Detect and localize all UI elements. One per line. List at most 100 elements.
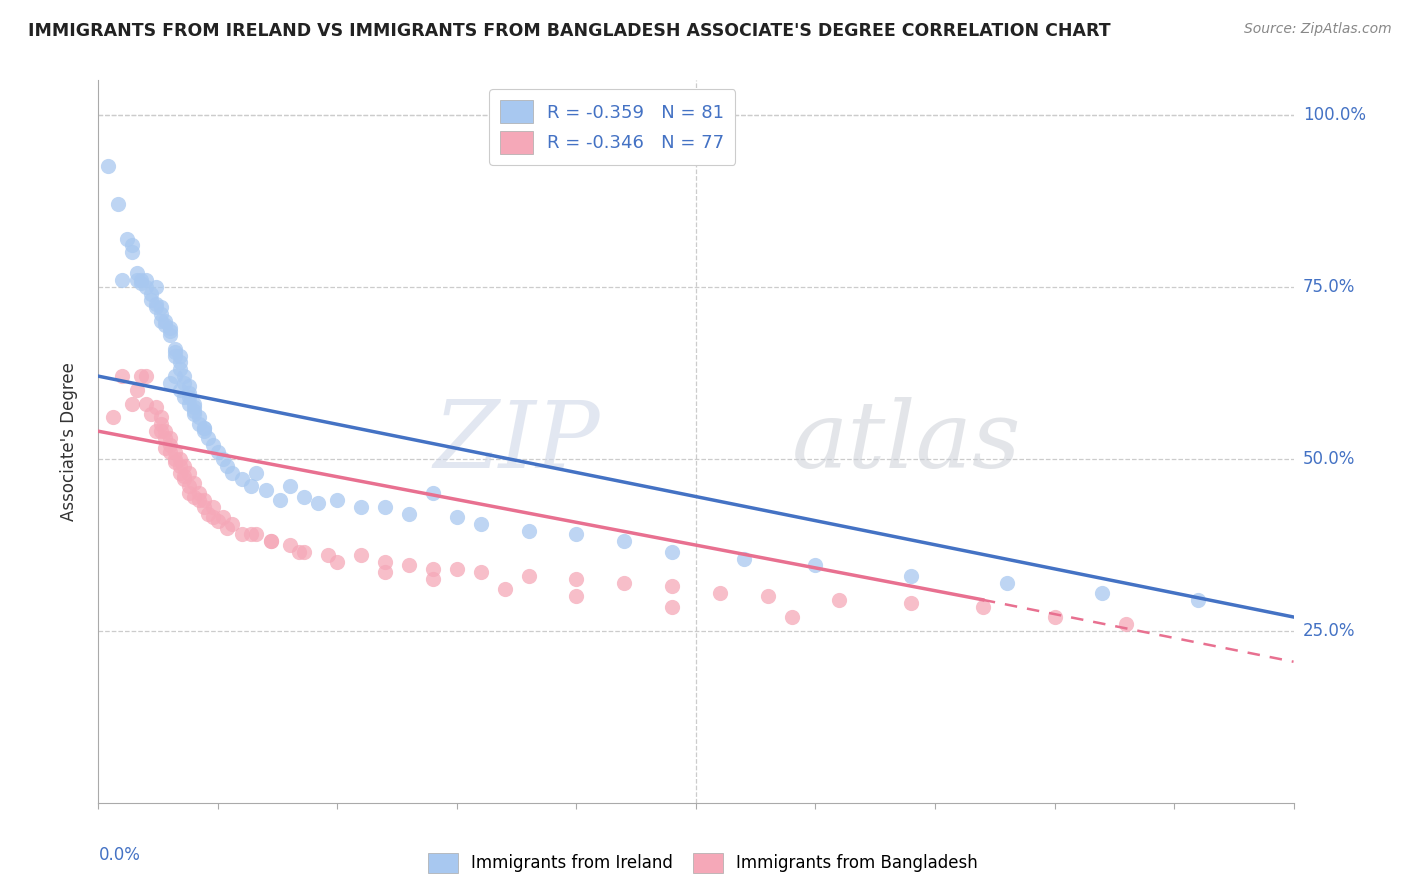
Point: [187, 486, 209, 500]
Point: [179, 386, 201, 401]
Point: [187, 410, 209, 425]
Point: [131, 369, 153, 384]
Point: [565, 572, 588, 586]
Point: [155, 314, 177, 328]
Point: [121, 238, 143, 252]
Point: [111, 369, 134, 384]
Point: [422, 486, 444, 500]
Point: [149, 410, 172, 425]
Point: [179, 486, 201, 500]
Point: [217, 520, 239, 534]
Point: [231, 527, 253, 541]
Text: atlas: atlas: [792, 397, 1021, 486]
Y-axis label: Associate's Degree: Associate's Degree: [59, 362, 77, 521]
Text: ZIP: ZIP: [433, 397, 600, 486]
Point: [159, 321, 181, 335]
Point: [316, 548, 339, 562]
Point: [179, 390, 201, 404]
Point: [183, 400, 205, 414]
Point: [173, 458, 195, 473]
Point: [187, 417, 209, 432]
Point: [245, 527, 267, 541]
Point: [149, 301, 172, 315]
Point: [149, 417, 172, 432]
Point: [780, 610, 803, 624]
Point: [155, 318, 177, 332]
Point: [613, 534, 636, 549]
Point: [135, 279, 157, 293]
Point: [135, 397, 157, 411]
Point: [221, 466, 243, 480]
Point: [217, 458, 239, 473]
Point: [1091, 586, 1114, 600]
Point: [131, 277, 153, 291]
Point: [159, 431, 181, 445]
Point: [292, 544, 315, 558]
Point: [169, 355, 191, 369]
Point: [173, 376, 195, 390]
Point: [202, 438, 225, 452]
Point: [183, 475, 205, 490]
Point: [494, 582, 516, 597]
Point: [125, 383, 148, 397]
Point: [97, 159, 120, 173]
Point: [145, 279, 167, 293]
Point: [193, 424, 215, 438]
Point: [202, 510, 225, 524]
Point: [470, 517, 492, 532]
Point: [169, 349, 191, 363]
Point: [145, 301, 167, 315]
Point: [197, 431, 219, 445]
Point: [193, 493, 215, 508]
Point: [350, 500, 373, 514]
Point: [374, 555, 396, 569]
Point: [240, 479, 263, 493]
Point: [326, 493, 349, 508]
Point: [259, 534, 281, 549]
Point: [107, 197, 129, 211]
Point: [470, 566, 492, 580]
Point: [422, 572, 444, 586]
Point: [173, 390, 195, 404]
Point: [139, 293, 162, 308]
Point: [173, 472, 195, 486]
Point: [278, 479, 301, 493]
Point: [163, 342, 186, 356]
Point: [804, 558, 827, 573]
Point: [135, 369, 157, 384]
Point: [733, 551, 755, 566]
Point: [183, 403, 205, 417]
Point: [145, 297, 167, 311]
Point: [517, 524, 540, 538]
Point: [145, 424, 167, 438]
Point: [269, 493, 291, 508]
Point: [292, 490, 315, 504]
Point: [173, 369, 195, 384]
Point: [135, 273, 157, 287]
Text: 50.0%: 50.0%: [1303, 450, 1355, 467]
Point: [422, 562, 444, 576]
Point: [159, 445, 181, 459]
Point: [326, 555, 349, 569]
Point: [155, 442, 177, 456]
Point: [149, 314, 172, 328]
Point: [197, 507, 219, 521]
Point: [374, 566, 396, 580]
Point: [179, 466, 201, 480]
Point: [613, 575, 636, 590]
Point: [163, 349, 186, 363]
Point: [193, 421, 215, 435]
Point: [139, 407, 162, 421]
Point: [1115, 616, 1137, 631]
Point: [211, 510, 233, 524]
Point: [1187, 592, 1209, 607]
Legend: R = -0.359   N = 81, R = -0.346   N = 77: R = -0.359 N = 81, R = -0.346 N = 77: [489, 89, 735, 165]
Point: [254, 483, 277, 497]
Point: [159, 438, 181, 452]
Point: [163, 451, 186, 466]
Point: [661, 599, 683, 614]
Point: [446, 510, 468, 524]
Point: [1043, 610, 1066, 624]
Point: [183, 407, 205, 421]
Point: [169, 383, 191, 397]
